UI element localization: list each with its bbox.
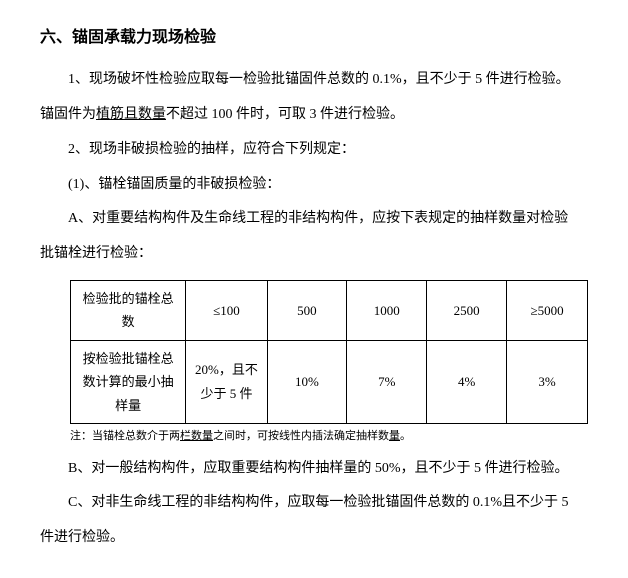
row1-c5: ≥5000 <box>507 280 588 340</box>
row2-c4: 4% <box>427 340 507 423</box>
row1-c2: 500 <box>267 280 347 340</box>
paragraph-Cb: 件进行检验。 <box>40 523 588 554</box>
p1b-post: 不超过 100 件时，可取 3 件进行检验。 <box>166 107 404 122</box>
note-mid: 之间时，可按线性内插法确定抽样数 <box>213 430 389 442</box>
paragraph-Ca: C、对非生命线工程的非结构构件，应取每一检验批锚固件总数的 0.1%且不少于 5 <box>40 488 588 519</box>
row2-c1: 20%，且不少于 5 件 <box>186 340 267 423</box>
paragraph-2: 2、现场非破损检验的抽样，应符合下列规定： <box>40 135 588 166</box>
row1-c3: 1000 <box>347 280 427 340</box>
table-row: 检验批的锚栓总数 ≤100 500 1000 2500 ≥5000 <box>71 280 588 340</box>
row2-c3: 7% <box>347 340 427 423</box>
table-row: 按检验批锚栓总数计算的最小抽样量 20%，且不少于 5 件 10% 7% 4% … <box>71 340 588 423</box>
row2-c5: 3% <box>507 340 588 423</box>
note-ul1: 栏数量 <box>180 430 213 442</box>
paragraph-B: B、对一般结构构件，应取重要结构构件抽样量的 50%，且不少于 5 件进行检验。 <box>40 454 588 485</box>
row2-label: 按检验批锚栓总数计算的最小抽样量 <box>71 340 186 423</box>
p1b-underline: 植筋且数量 <box>96 107 166 122</box>
p1b-pre: 锚固件为 <box>40 107 96 122</box>
row2-c2: 10% <box>267 340 347 423</box>
paragraph-1b: 锚固件为植筋且数量不超过 100 件时，可取 3 件进行检验。 <box>40 100 588 131</box>
note-post: 。 <box>400 430 411 442</box>
paragraph-4a: A、对重要结构构件及生命线工程的非结构构件，应按下表规定的抽样数量对检验 <box>40 204 588 235</box>
paragraph-4b: 批锚栓进行检验： <box>40 239 588 270</box>
paragraph-1a: 1、现场破坏性检验应取每一检验批锚固件总数的 0.1%，且不少于 5 件进行检验… <box>40 65 588 96</box>
row1-label: 检验批的锚栓总数 <box>71 280 186 340</box>
note-pre: 注：当锚栓总数介于两 <box>70 430 180 442</box>
sampling-table: 检验批的锚栓总数 ≤100 500 1000 2500 ≥5000 按检验批锚栓… <box>70 280 588 424</box>
row1-c4: 2500 <box>427 280 507 340</box>
row1-c1: ≤100 <box>186 280 267 340</box>
table-note: 注：当锚栓总数介于两栏数量之间时，可按线性内插法确定抽样数量。 <box>70 428 588 446</box>
section-heading: 六、锚固承载力现场检验 <box>40 20 588 55</box>
paragraph-3: (1)、锚栓锚固质量的非破损检验： <box>40 170 588 201</box>
note-ul2: 量 <box>389 430 400 442</box>
